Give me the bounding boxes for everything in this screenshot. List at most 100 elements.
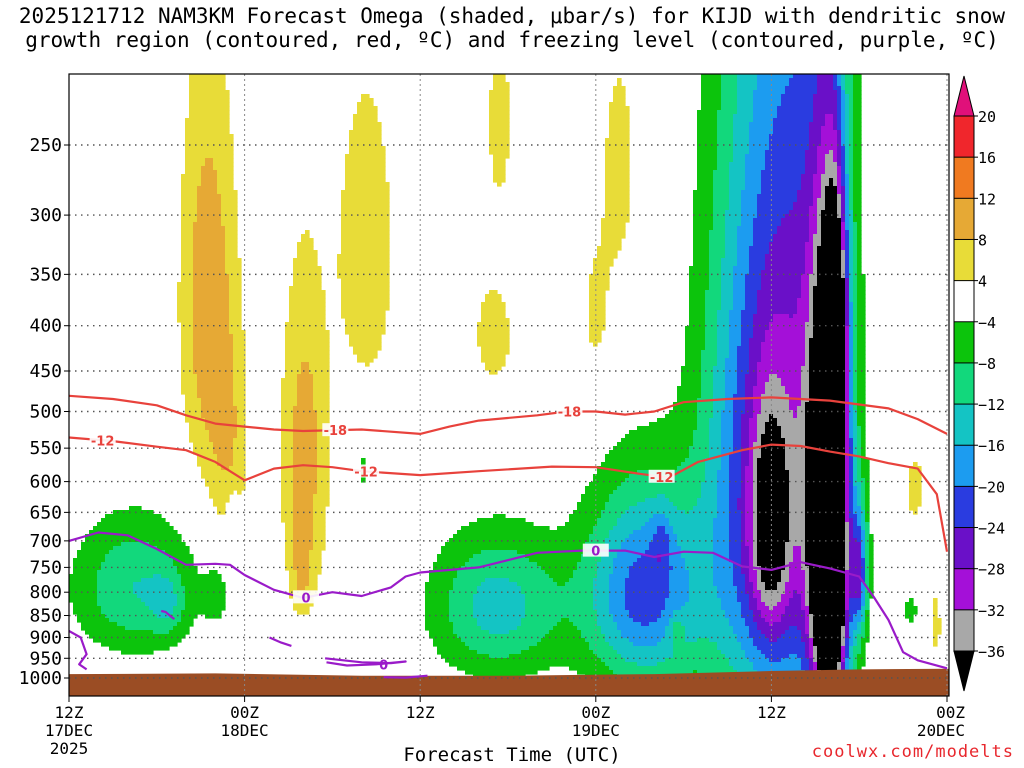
- omega-cell: [737, 262, 750, 267]
- omega-cell: [713, 226, 726, 231]
- omega-cell: [285, 550, 294, 555]
- omega-cell: [853, 110, 862, 115]
- omega-cell: [861, 498, 866, 503]
- omega-cell: [233, 342, 246, 347]
- omega-cell: [213, 502, 226, 507]
- omega-cell: [853, 638, 858, 643]
- omega-cell: [849, 366, 854, 371]
- omega-cell: [813, 266, 818, 271]
- omega-cell: [733, 406, 746, 411]
- omega-cell: [729, 502, 738, 507]
- omega-cell: [745, 402, 754, 407]
- omega-cell: [857, 374, 866, 379]
- omega-cell: [221, 210, 238, 215]
- omega-cell: [317, 462, 330, 467]
- omega-cell: [857, 266, 862, 271]
- omega-cell: [853, 338, 858, 343]
- omega-cell: [745, 470, 754, 475]
- omega-cell: [601, 550, 618, 555]
- omega-cell: [745, 410, 754, 415]
- omega-cell: [705, 318, 718, 323]
- omega-cell: [757, 466, 786, 471]
- omega-cell: [865, 582, 870, 587]
- omega-cell: [745, 174, 762, 179]
- omega-cell: [753, 98, 782, 103]
- omega-cell: [197, 374, 234, 379]
- omega-cell: [753, 542, 758, 547]
- omega-cell: [297, 402, 314, 407]
- omega-cell: [857, 654, 866, 659]
- omega-cell: [721, 430, 734, 435]
- omega-cell: [837, 210, 842, 215]
- omega-cell: [689, 510, 718, 515]
- omega-cell: [849, 538, 858, 543]
- omega-cell: [737, 226, 754, 231]
- omega-cell: [97, 522, 170, 527]
- omega-cell: [765, 166, 806, 171]
- omega-cell: [729, 506, 738, 511]
- omega-cell: [777, 226, 810, 231]
- omega-cell: [845, 558, 850, 563]
- omega-cell: [745, 486, 754, 491]
- omega-cell: [813, 314, 846, 319]
- omega-cell: [733, 126, 750, 131]
- omega-cell: [749, 354, 762, 359]
- omega-cell: [809, 606, 846, 611]
- omega-cell: [933, 630, 942, 635]
- omega-cell: [869, 538, 874, 543]
- omega-cell: [705, 334, 718, 339]
- omega-cell: [849, 326, 854, 331]
- omega-cell: [749, 350, 762, 355]
- omega-cell: [181, 274, 194, 279]
- omega-cell: [813, 642, 842, 647]
- omega-cell: [805, 150, 818, 155]
- omega-cell: [789, 578, 806, 583]
- omega-cell: [773, 122, 810, 127]
- omega-cell: [845, 634, 850, 639]
- omega-cell: [853, 350, 858, 355]
- omega-cell: [69, 594, 98, 599]
- omega-cell: [853, 430, 858, 435]
- omega-cell: [745, 278, 762, 283]
- omega-cell: [597, 566, 614, 571]
- omega-cell: [753, 494, 758, 499]
- y-tick-label: 900: [29, 627, 62, 648]
- omega-cell: [841, 78, 846, 83]
- omega-cell: [829, 182, 834, 187]
- omega-cell: [721, 446, 734, 451]
- omega-cell: [293, 546, 314, 551]
- omega-cell: [725, 374, 738, 379]
- omega-cell: [857, 470, 862, 475]
- omega-cell: [849, 126, 854, 131]
- omega-cell: [293, 406, 314, 411]
- omega-cell: [705, 458, 722, 463]
- omega-cell: [233, 394, 246, 399]
- omega-cell: [785, 554, 794, 559]
- omega-cell: [185, 162, 206, 167]
- omega-cell: [805, 466, 846, 471]
- omega-cell: [845, 546, 850, 551]
- omega-cell: [713, 546, 730, 551]
- site-credit[interactable]: coolwx.com/modelts: [811, 742, 1014, 762]
- omega-cell: [809, 658, 814, 663]
- omega-cell: [741, 522, 746, 527]
- omega-cell: [293, 422, 318, 427]
- omega-cell: [689, 582, 714, 587]
- omega-cell: [201, 410, 238, 415]
- omega-cell: [761, 274, 802, 279]
- omega-cell: [849, 234, 854, 239]
- omega-cell: [817, 230, 822, 235]
- omega-cell: [729, 470, 742, 475]
- omega-cell: [741, 542, 746, 547]
- omega-cell: [813, 634, 842, 639]
- omega-cell: [69, 582, 98, 587]
- omega-cell: [753, 662, 802, 667]
- omega-cell: [617, 82, 622, 87]
- omega-cell: [73, 558, 106, 563]
- omega-cell: [293, 430, 318, 435]
- omega-cell: [825, 206, 838, 211]
- omega-cell: [737, 246, 750, 251]
- omega-cell: [233, 374, 246, 379]
- omega-cell: [733, 270, 750, 275]
- omega-cell: [713, 382, 726, 387]
